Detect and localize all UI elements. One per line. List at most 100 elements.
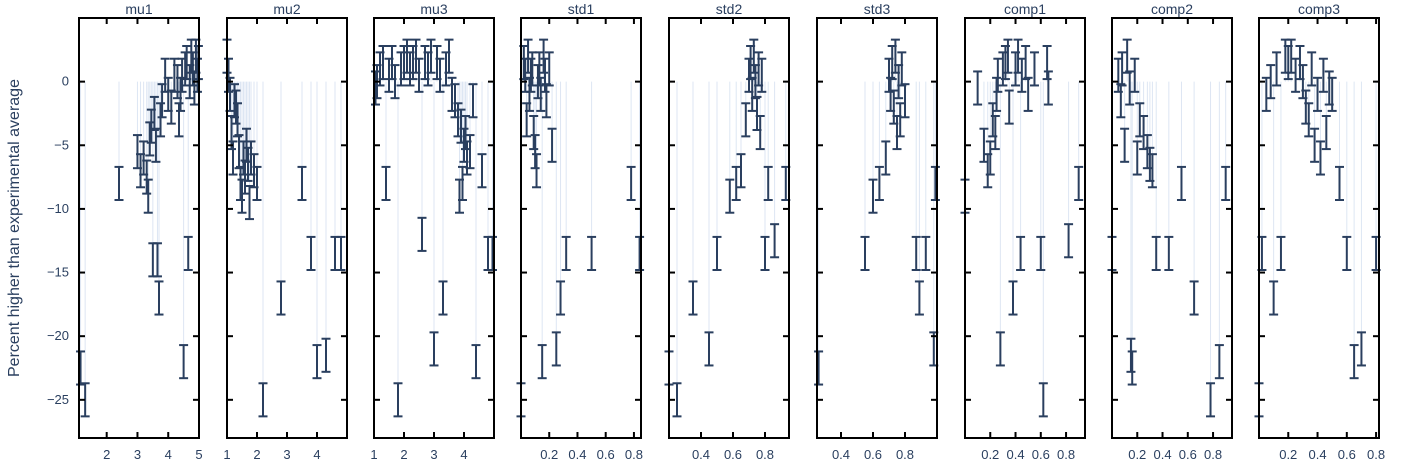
x-tick-label: 0.8 [896,447,914,462]
data-point [741,102,751,138]
data-point [532,153,542,189]
data-point [1029,51,1039,87]
panel-comp2: 0.2 0.4 0.6 0.8 comp2 [1107,1,1233,462]
data-point [242,127,251,163]
data-point [76,350,86,386]
data-point [725,178,735,214]
x-tick-label: 3 [430,447,437,462]
data-point [561,235,571,271]
data-point [556,280,566,316]
x-tick-label: 5 [195,447,202,462]
x-tick-label: 2 [103,447,110,462]
data-point [336,235,346,271]
panel-title: mu2 [273,1,300,17]
data-point [626,165,636,201]
x-tick-label: 0.6 [1179,447,1197,462]
data-point [985,140,995,176]
data-point [760,235,770,271]
data-point [179,344,189,380]
panel-frame [78,17,200,439]
data-point [1206,382,1216,418]
data-point [330,235,340,271]
y-tick-label: 0 [62,74,69,89]
data-point [874,165,884,201]
panel-frame [1111,17,1233,439]
x-tick-label: 0.4 [1153,447,1171,462]
data-point [471,344,481,380]
data-point [749,38,759,74]
panel-title: std1 [568,1,595,17]
x-tick-label: 0.4 [692,447,710,462]
data-point [444,38,454,74]
data-point [1126,337,1136,373]
data-point [551,331,561,367]
data-point [438,280,448,316]
data-point [914,280,924,316]
data-point [1304,102,1314,138]
panel-title: mu3 [420,1,447,17]
x-tick-label: 0.6 [724,447,742,462]
x-tick-label: 4 [165,447,172,462]
data-point [1036,235,1046,271]
panel-frame [964,17,1086,439]
data-point [1023,76,1033,112]
x-tick-label: 0.8 [1204,447,1222,462]
x-tick-label: 0.8 [756,447,774,462]
data-point [1038,382,1048,418]
data-point [1042,45,1052,81]
data-point [993,57,1003,93]
data-point [1310,127,1320,163]
x-tick-label: 2 [253,447,260,462]
data-point [1064,223,1074,259]
data-point [688,280,698,316]
data-point [1117,51,1127,87]
panel-frame [226,17,348,439]
x-tick-label: 0.4 [1308,447,1326,462]
data-point [414,57,424,93]
x-tick-label: 0.4 [832,447,850,462]
x-tick-label: 1 [223,447,230,462]
data-point [276,280,286,316]
data-point [1008,280,1018,316]
data-point [536,76,546,112]
data-point [151,127,161,163]
x-tick-label: 0.2 [1128,447,1146,462]
data-point [258,382,268,418]
data-point [435,57,445,93]
data-point [541,83,551,119]
data-point [1132,140,1142,176]
panel-title: comp1 [1004,1,1046,17]
data-point [1261,76,1271,112]
y-tick-label: −25 [47,392,69,407]
panel-mu1: 2 3 4 5 mu1 [76,1,203,462]
data-point [1151,235,1161,271]
data-point [534,51,544,87]
data-point [712,235,722,271]
data-point [995,331,1005,367]
data-point [1313,76,1323,112]
data-point [1269,280,1279,316]
data-point [1356,331,1366,367]
data-point [1122,38,1132,74]
panel-title: std2 [716,1,743,17]
data-point [186,38,196,74]
data-point [814,350,824,386]
data-point [488,235,497,271]
data-point [911,235,921,271]
panel-title: mu1 [125,1,152,17]
data-point [1291,57,1301,93]
x-tick-label: 1 [370,447,377,462]
data-point [233,102,242,138]
data-point [1221,165,1231,201]
panel-std1: 0.2 0.4 0.6 0.8 std1 [516,1,645,462]
data-point [297,165,307,201]
data-point [1286,38,1296,74]
data-point [1321,115,1331,151]
data-point [1342,235,1352,271]
x-tick-label: 0.4 [1006,447,1024,462]
x-tick-label: 4 [460,447,467,462]
panel-mu3: 1 2 3 4 mu3 [370,1,497,462]
data-point [154,280,164,316]
data-point [183,235,193,271]
